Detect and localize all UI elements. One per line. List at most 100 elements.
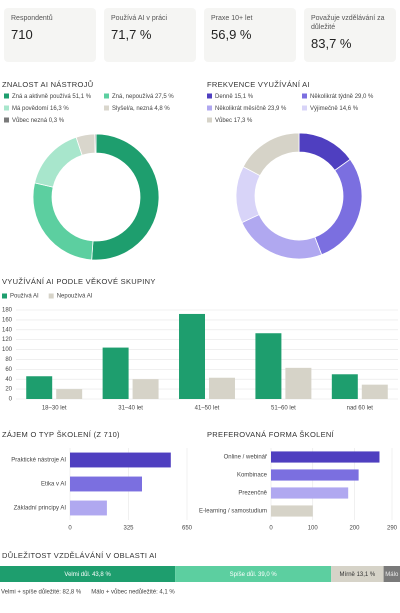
segment-name: Mírně	[340, 572, 356, 578]
legend-value: 51,1 %	[72, 94, 91, 100]
kpi-card: Používá AI v práci 71,7 %	[104, 8, 196, 62]
segment-value: 43,8 %	[92, 572, 111, 578]
y-tick-label: 40	[5, 377, 12, 383]
bar-segment	[175, 566, 332, 582]
bar	[271, 451, 380, 463]
legend-name: Vůbec	[215, 117, 232, 124]
legend-value: 23,9 %	[268, 106, 287, 112]
bar	[361, 384, 388, 399]
legend-label: Několikrát týdně 29,0 %	[310, 94, 374, 100]
segment-value: 13,1 %	[357, 572, 376, 578]
bar	[255, 333, 282, 399]
chart-title: ZÁJEM O TYP ŠKOLENÍ (Z 710)	[2, 430, 120, 439]
bar	[179, 313, 205, 399]
segment-name: Málo	[385, 572, 399, 578]
y-tick-label: 80	[5, 357, 12, 363]
x-tick-label: 100	[308, 526, 319, 532]
legend-name: Zná a aktivně používá	[12, 94, 71, 100]
donut-segment	[314, 158, 363, 256]
legend-name: Několikrát měsíčně	[215, 106, 267, 112]
y-tick-label: 0	[9, 397, 13, 403]
x-tick-label: 0	[68, 526, 72, 532]
kpi-value: 710	[11, 27, 33, 42]
legend-value: 4,8 %	[154, 106, 170, 112]
donut-segment	[241, 214, 323, 260]
bar-segment	[383, 566, 400, 582]
x-tick-label: 650	[182, 526, 193, 532]
legend-name: Slyšel/a, nezná	[112, 106, 153, 112]
legend-label: Denně 15,1 %	[215, 94, 254, 100]
legend-value: 17,3 %	[234, 118, 253, 124]
y-tick-label: 100	[2, 347, 13, 353]
legend-swatch	[302, 93, 307, 99]
bar	[209, 377, 235, 399]
x-tick-label: 200	[349, 526, 360, 532]
segment-label: Spíše důl. 39,0 %	[230, 571, 278, 578]
note: Velmi + spíše důležité: 82,8 %	[1, 589, 82, 596]
legend-label: Zná a aktivně používá 51,1 %	[12, 94, 92, 100]
x-tick-label: 0	[269, 526, 273, 532]
legend-label: Několikrát měsíčně 23,9 %	[215, 106, 287, 112]
x-tick-label: 290	[387, 526, 398, 532]
legend-value: 27,5 %	[155, 94, 174, 100]
y-tick-label: 120	[2, 337, 13, 343]
legend-name: Denně	[215, 94, 233, 100]
legend-label: Nepoužívá AI	[57, 294, 93, 300]
legend-label: Slyšel/a, nezná 4,8 %	[112, 106, 170, 112]
y-tick-label: Etika v AI	[41, 482, 66, 488]
kpi-value: 83,7 %	[311, 36, 352, 51]
legend-name: Má povědomí	[12, 106, 49, 112]
kpi-value: 71,7 %	[111, 27, 152, 42]
chart-title: FREKVENCE VYUŽÍVÁNÍ AI	[207, 80, 310, 89]
y-tick-label: 20	[5, 387, 12, 393]
bar	[56, 389, 83, 399]
chart-title: ZNALOST AI NÁSTROJŮ	[2, 80, 93, 89]
y-tick-label: 160	[2, 317, 13, 323]
y-tick-label: Online / webinář	[224, 455, 268, 461]
legend-name: Výjimečně	[310, 106, 338, 112]
legend-swatch	[48, 293, 54, 299]
legend-swatch	[207, 93, 212, 99]
kpi-label: Praxe 10+ let	[211, 15, 253, 22]
kpi-card: Praxe 10+ let 56,9 %	[204, 8, 296, 62]
bar	[271, 487, 349, 499]
legend-swatch	[2, 293, 7, 299]
segment-label: Velmi důl. 43,8 %	[64, 571, 111, 578]
x-tick-label: 41–50 let	[195, 406, 220, 412]
bar	[331, 374, 358, 399]
legend-name: Zná, nepoužívá	[112, 94, 154, 100]
chart-title: VYUŽÍVÁNÍ AI PODLE VĚKOVÉ SKUPINY	[2, 277, 156, 286]
legend-name: Vůbec nezná	[12, 117, 48, 124]
legend-value: 29,0 %	[355, 94, 374, 100]
donut-segment	[34, 136, 83, 188]
y-tick-label: E-learning / samostudium	[199, 509, 267, 515]
segment-value: 39,0 %	[258, 572, 277, 578]
legend-swatch	[4, 105, 9, 111]
legend-swatch	[104, 93, 109, 99]
chart-title: PREFEROVANÁ FORMA ŠKOLENÍ	[207, 430, 335, 439]
legend-label: Výjimečně 14,6 %	[310, 106, 359, 112]
donut-segment	[242, 132, 300, 177]
bar	[26, 376, 53, 399]
legend-swatch	[4, 117, 9, 123]
legend-swatch	[302, 105, 307, 111]
x-tick-label: 18–30 let	[42, 406, 67, 412]
kpi-card: Považuje vzdělávání za důležité 83,7 %	[304, 8, 396, 62]
chart-title: DŮLEŽITOST VZDĚLÁVÁNÍ V OBLASTI AI	[2, 551, 157, 560]
legend-value: 14,6 %	[339, 106, 358, 112]
legend-swatch	[4, 93, 9, 99]
y-tick-label: Praktické nástroje AI	[11, 458, 66, 464]
kpi-card: Respondentů 710	[4, 8, 96, 62]
donut-segment	[91, 133, 160, 261]
y-tick-label: Kombinace	[237, 473, 268, 479]
segment-label: Mírně 13,1 %	[340, 572, 376, 578]
donut-segment	[32, 182, 94, 261]
segment-name: Spíše důl.	[230, 571, 257, 578]
x-tick-label: 51–60 let	[271, 406, 296, 412]
kpi-cards: Respondentů 710 Používá AI v práci 71,7 % …	[4, 8, 396, 62]
donut-segment	[94, 133, 97, 154]
note: Málo + vůbec nedůležité: 4,1 %	[91, 589, 175, 596]
bar	[285, 367, 312, 399]
